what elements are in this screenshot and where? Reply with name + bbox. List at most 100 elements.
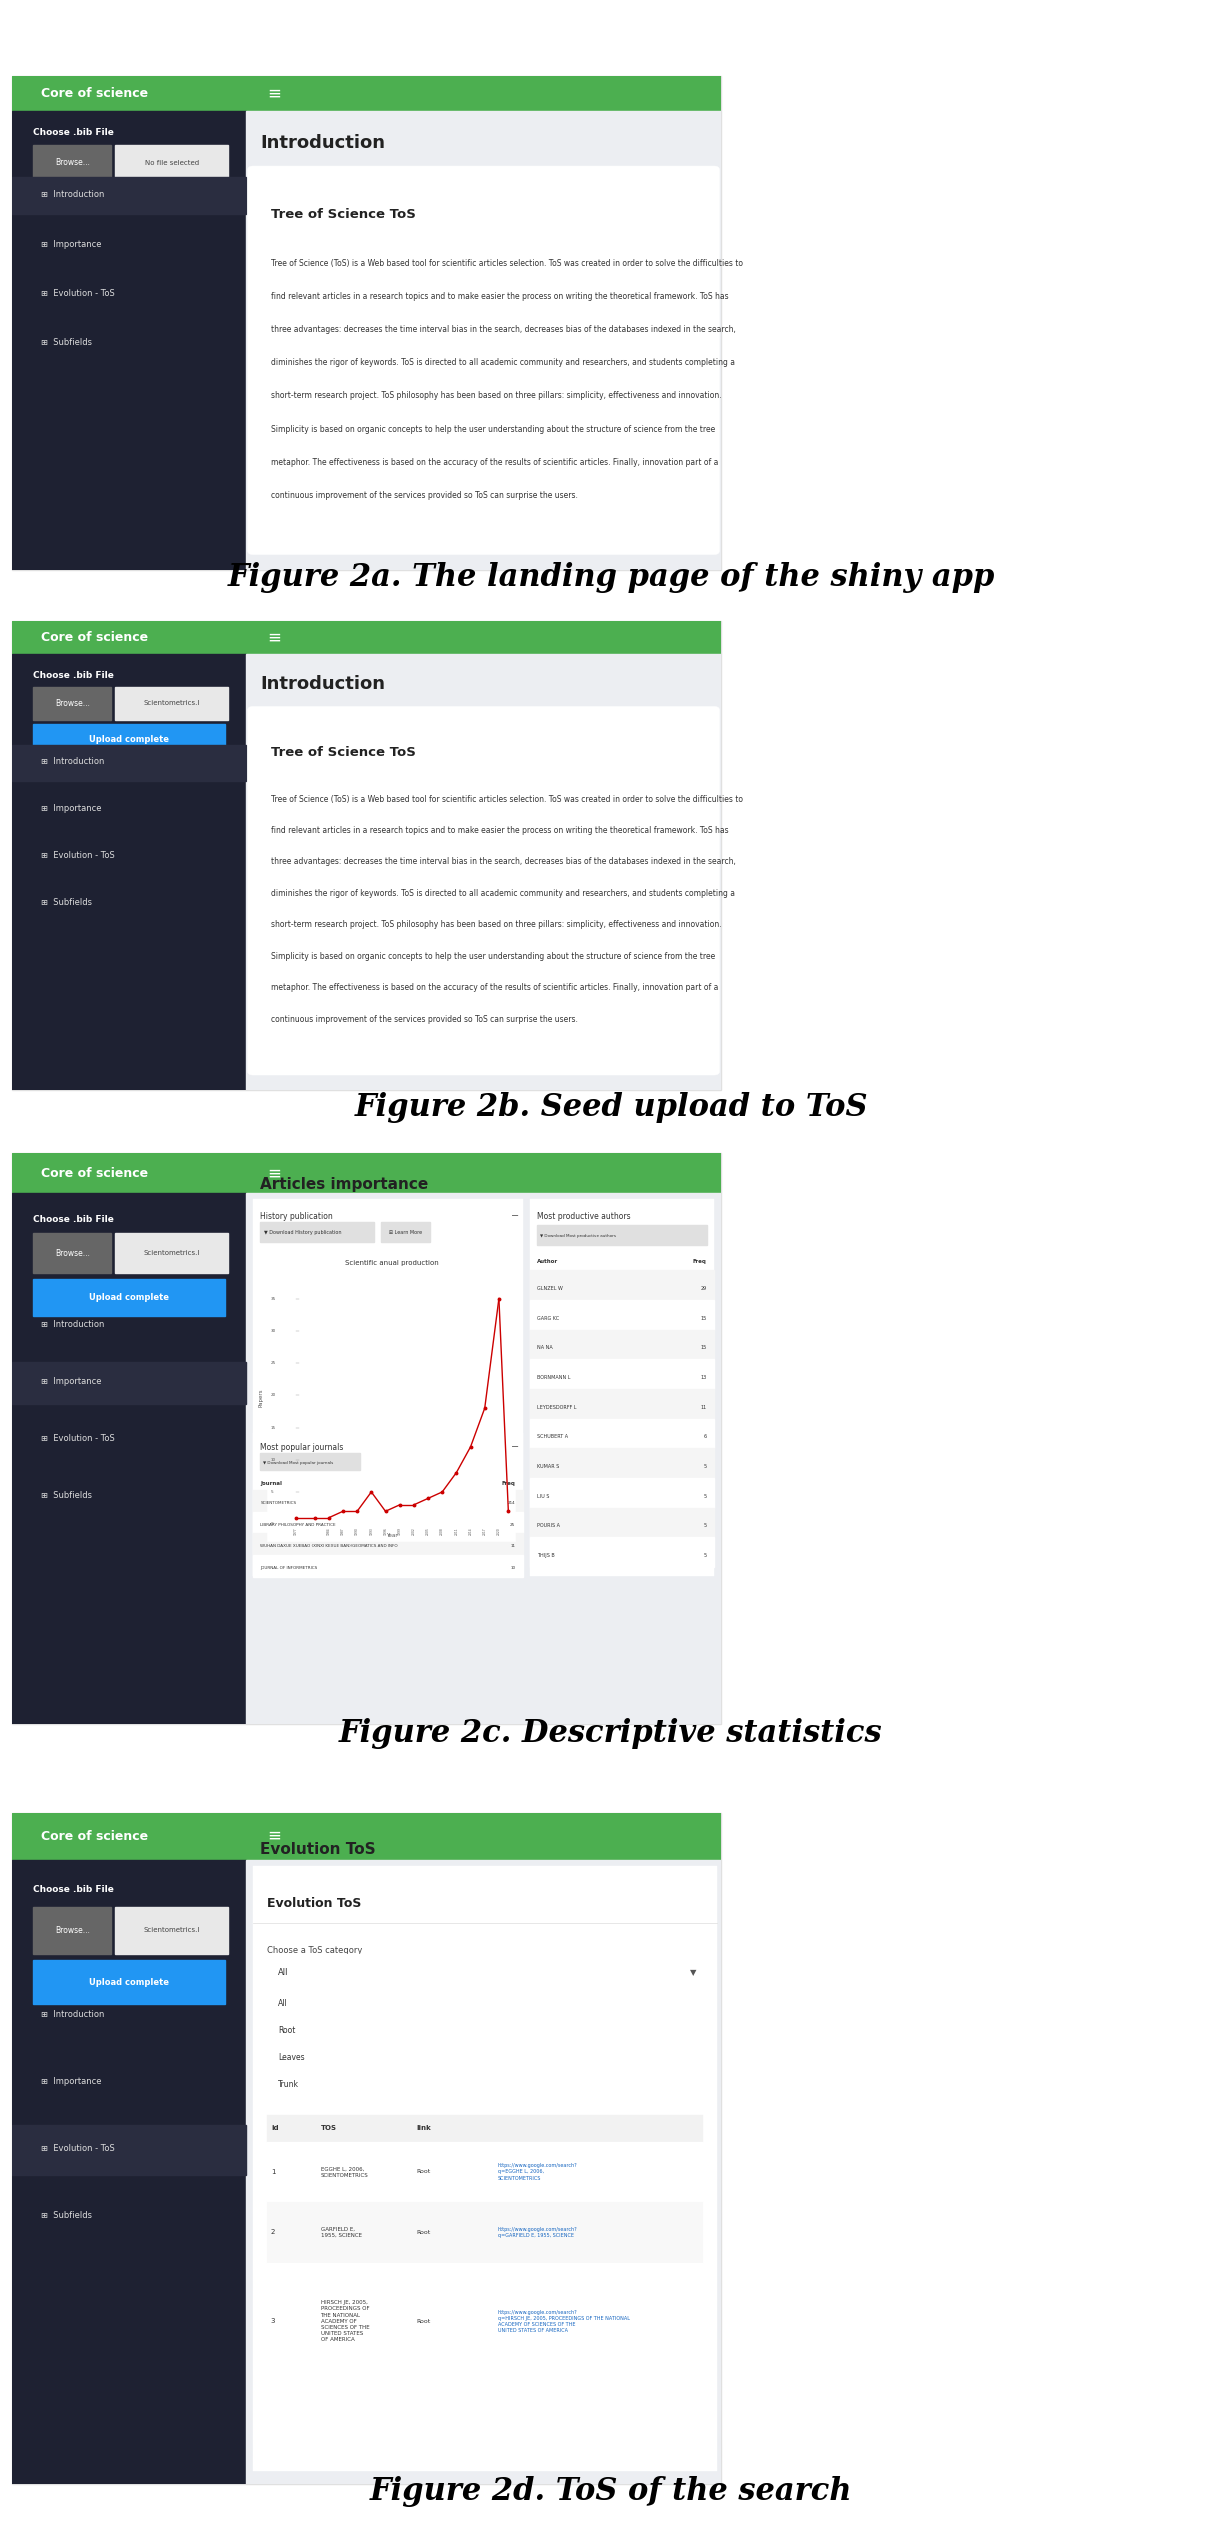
Text: 214: 214: [508, 1501, 516, 1506]
Text: id: id: [271, 2124, 279, 2132]
Text: find relevant articles in a research topics and to make easier the process on wr: find relevant articles in a research top…: [271, 292, 728, 302]
Text: ⊞  Subfields: ⊞ Subfields: [40, 2211, 92, 2221]
Text: 5: 5: [704, 1465, 706, 1470]
Text: Choose .bib File: Choose .bib File: [33, 129, 115, 137]
Bar: [529, 1536, 714, 1567]
Text: Browse...: Browse...: [55, 157, 90, 167]
Text: POURIS A: POURIS A: [536, 1524, 560, 1529]
Bar: [529, 1508, 714, 1536]
Text: ▼ Download Most popular journals: ▼ Download Most popular journals: [263, 1460, 334, 1465]
Bar: [253, 1534, 523, 1554]
Text: Scientometrics.l: Scientometrics.l: [143, 700, 200, 707]
Text: 2014: 2014: [468, 1526, 473, 1534]
Bar: [33, 1278, 225, 1316]
Text: Upload complete: Upload complete: [89, 1977, 169, 1987]
Bar: [12, 1194, 246, 1724]
Text: ▼ Download Most productive authors: ▼ Download Most productive authors: [540, 1235, 616, 1237]
Bar: [33, 1960, 225, 2005]
Text: metaphor. The effectiveness is based on the accuracy of the results of scientifi: metaphor. The effectiveness is based on …: [271, 984, 719, 991]
Text: 1996: 1996: [384, 1526, 387, 1534]
Text: Most popular journals: Most popular journals: [260, 1442, 343, 1453]
Bar: [12, 1153, 721, 1194]
Text: 10: 10: [511, 1567, 516, 1569]
Text: Core of science: Core of science: [40, 1830, 148, 1843]
Bar: [529, 1478, 714, 1508]
Text: Trunk: Trunk: [279, 2081, 299, 2089]
Bar: [253, 1511, 523, 1534]
Bar: [246, 654, 721, 1090]
Bar: [33, 725, 225, 755]
Text: 2005: 2005: [426, 1526, 430, 1534]
Text: All: All: [279, 1967, 288, 1977]
Text: 1990: 1990: [356, 1526, 359, 1534]
Text: 1984: 1984: [326, 1526, 331, 1534]
Text: ▼ Download History publication: ▼ Download History publication: [264, 1229, 341, 1235]
Text: Tree of Science ToS: Tree of Science ToS: [271, 208, 415, 221]
Text: https://www.google.com/search?
q=HIRSCH JE, 2005, PROCEEDINGS OF THE NATIONAL
AC: https://www.google.com/search? q=HIRSCH …: [497, 2309, 629, 2332]
Bar: [115, 687, 229, 720]
Text: Upload complete: Upload complete: [89, 735, 169, 745]
Bar: [536, 1224, 706, 1245]
Bar: [268, 1990, 704, 2099]
Text: Papers: Papers: [259, 1389, 264, 1407]
Text: Figure 2d. ToS of the search: Figure 2d. ToS of the search: [370, 2477, 852, 2507]
Text: ⊞  Introduction: ⊞ Introduction: [40, 190, 104, 200]
Text: 1: 1: [271, 2170, 275, 2175]
Text: Root: Root: [279, 2025, 296, 2036]
Text: LIBRARY PHILOSOPHY AND PRACTICE: LIBRARY PHILOSOPHY AND PRACTICE: [260, 1524, 336, 1526]
Text: THIJS B: THIJS B: [536, 1554, 555, 1559]
Text: 15: 15: [271, 1425, 276, 1430]
Text: 35: 35: [271, 1295, 276, 1300]
Text: ⊞  Subfields: ⊞ Subfields: [40, 1491, 92, 1501]
Bar: [253, 1491, 523, 1511]
Text: HIRSCH JE, 2005,
PROCEEDINGS OF
THE NATIONAL
ACADEMY OF
SCIENCES OF THE
UNITED S: HIRSCH JE, 2005, PROCEEDINGS OF THE NATI…: [320, 2299, 369, 2342]
Text: https://www.google.com/search?
q=GARFIELD E, 1955, SCIENCE: https://www.google.com/search? q=GARFIEL…: [497, 2226, 578, 2238]
Text: KUMAR S: KUMAR S: [536, 1465, 558, 1470]
Text: 2: 2: [271, 2228, 275, 2236]
Text: ⊞  Evolution - ToS: ⊞ Evolution - ToS: [40, 289, 115, 299]
Text: Scientometrics.l: Scientometrics.l: [143, 1250, 200, 1257]
Text: https://www.google.com/search?
q=EGGHE L, 2006,
SCIENTOMETRICS: https://www.google.com/search? q=EGGHE L…: [497, 2162, 578, 2180]
Bar: [529, 1389, 714, 1420]
Text: −: −: [511, 1442, 519, 1453]
Text: ⊞  Subfields: ⊞ Subfields: [40, 340, 92, 347]
Text: All: All: [279, 2000, 287, 2008]
Bar: [33, 1235, 111, 1273]
Text: 25: 25: [511, 1524, 516, 1526]
Bar: [529, 1447, 714, 1478]
Bar: [381, 1222, 430, 1242]
Text: Choose .bib File: Choose .bib File: [33, 1886, 115, 1894]
Text: Browse...: Browse...: [55, 1250, 90, 1257]
Text: Freq: Freq: [501, 1480, 516, 1486]
Text: ≡: ≡: [268, 1164, 281, 1181]
Bar: [246, 1194, 721, 1724]
Text: 5: 5: [704, 1524, 706, 1529]
Bar: [529, 1331, 714, 1359]
Bar: [260, 1453, 359, 1470]
Text: NA NA: NA NA: [536, 1346, 552, 1351]
Text: Tree of Science ToS: Tree of Science ToS: [271, 745, 415, 758]
FancyBboxPatch shape: [248, 165, 720, 555]
Text: ⊞  Importance: ⊞ Importance: [40, 241, 101, 248]
Text: −: −: [511, 1212, 519, 1222]
Text: metaphor. The effectiveness is based on the accuracy of the results of scientifi: metaphor. The effectiveness is based on …: [271, 459, 719, 466]
Bar: [268, 2264, 704, 2380]
Text: 1999: 1999: [397, 1526, 402, 1534]
Text: Freq: Freq: [693, 1260, 706, 1265]
Text: ⊞  Importance: ⊞ Importance: [40, 1377, 101, 1387]
Bar: [12, 621, 721, 654]
Text: 15: 15: [700, 1316, 706, 1321]
Bar: [115, 1906, 229, 1954]
Text: ≡: ≡: [268, 84, 281, 101]
Bar: [253, 1866, 717, 2472]
Text: SCIENTOMETRICS: SCIENTOMETRICS: [260, 1501, 297, 1506]
Text: Evolution ToS: Evolution ToS: [268, 1896, 362, 1909]
Text: 5: 5: [704, 1554, 706, 1559]
Text: 29: 29: [700, 1285, 706, 1290]
Text: Tree of Science (ToS) is a Web based tool for scientific articles selection. ToS: Tree of Science (ToS) is a Web based too…: [271, 793, 743, 804]
Text: ⊞  Importance: ⊞ Importance: [40, 2076, 101, 2086]
Text: 1987: 1987: [341, 1526, 345, 1534]
Text: Root: Root: [417, 2231, 430, 2236]
Text: diminishes the rigor of keywords. ToS is directed to all academic community and : diminishes the rigor of keywords. ToS is…: [271, 890, 734, 897]
Text: Browse...: Browse...: [55, 1927, 90, 1934]
